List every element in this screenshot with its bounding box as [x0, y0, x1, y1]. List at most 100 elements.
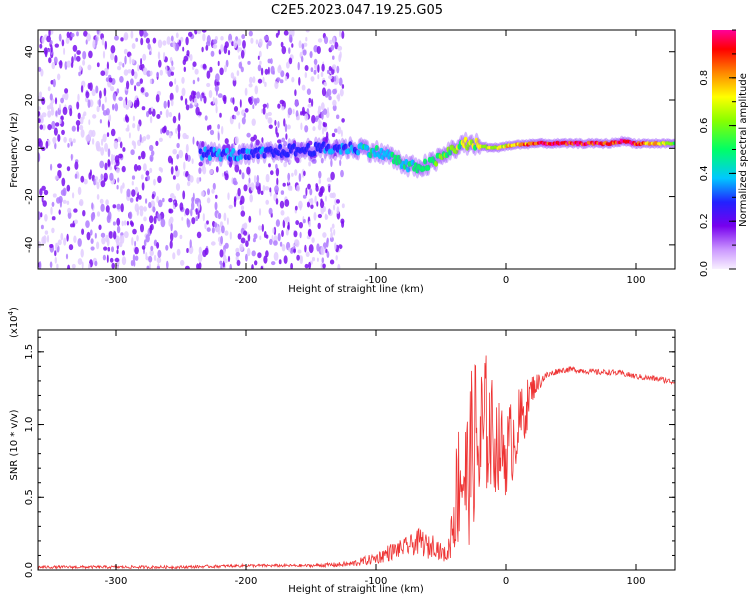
- spectrogram-noise-cell: [316, 46, 321, 54]
- spectrogram-noise-cell: [229, 263, 232, 269]
- spectrogram-noise-cell: [323, 36, 329, 45]
- spectrogram-noise-cell: [41, 97, 46, 105]
- spectrogram-noise-cell: [92, 114, 97, 119]
- spectrogram-noise-cell: [305, 36, 308, 42]
- spectrogram-noise-cell: [291, 30, 295, 37]
- spectrogram-noise-cell: [259, 235, 262, 241]
- spectrogram-noise-cell: [100, 173, 104, 180]
- spectrogram-noise-cell: [123, 69, 129, 76]
- spectrogram-noise-cell: [294, 89, 297, 97]
- spectrogram-noise-cell: [212, 39, 218, 45]
- spectrogram-noise-cell: [297, 61, 300, 71]
- spectrogram-noise-cell: [288, 159, 292, 164]
- spectrogram-noise-cell: [268, 163, 271, 168]
- spectrogram-noise-cell: [149, 78, 152, 84]
- spectrogram-noise-cell: [105, 77, 110, 82]
- spectrogram-noise-cell: [160, 167, 164, 173]
- spectrogram-noise-cell: [85, 91, 90, 99]
- spectrogram-noise-cell: [121, 165, 126, 173]
- spectrogram-noise-cell: [276, 77, 281, 82]
- spectrogram-noise-cell: [165, 129, 170, 136]
- spectrogram-noise-cell: [85, 135, 91, 142]
- spectrogram-noise-cell: [305, 30, 310, 33]
- snr-scale-prefix: (x10: [9, 315, 20, 338]
- spectrogram-noise-cell: [198, 246, 202, 255]
- spectrogram-noise-cell: [195, 197, 200, 203]
- spectrogram-ridge-cell: [201, 151, 206, 158]
- spectrogram-noise-cell: [40, 212, 43, 218]
- spectrogram-noise-cell: [292, 108, 295, 115]
- spectrogram-ridge-cell: [262, 152, 267, 159]
- spectrogram-noise-cell: [121, 220, 124, 227]
- spectrogram-noise-cell: [311, 159, 317, 164]
- spectrogram-noise-cell: [325, 195, 327, 202]
- spectrogram-ridge-cell: [379, 147, 384, 154]
- spectrogram-noise-cell: [133, 164, 138, 172]
- spectrogram-noise-cell: [194, 30, 198, 35]
- spectrogram-y-tick-label: 20: [24, 94, 35, 107]
- spectrogram-noise-cell: [257, 252, 262, 259]
- spectrogram-noise-cell: [283, 161, 288, 168]
- spectrogram-noise-cell: [308, 97, 312, 104]
- spectrogram-noise-cell: [71, 263, 76, 269]
- spectrogram-noise-cell: [279, 79, 284, 84]
- spectrogram-noise-cell: [109, 257, 114, 263]
- spectrogram-noise-cell: [87, 99, 91, 109]
- spectrogram-noise-cell: [72, 138, 76, 144]
- spectrogram-noise-cell: [240, 237, 246, 244]
- spectrogram-noise-cell: [38, 153, 41, 162]
- spectrogram-noise-cell: [263, 255, 268, 264]
- spectrogram-noise-cell: [157, 175, 162, 184]
- spectrogram-noise-cell: [334, 242, 337, 250]
- spectrogram-noise-cell: [336, 65, 340, 74]
- spectrogram-noise-cell: [63, 47, 66, 56]
- spectrogram-noise-cell: [172, 175, 176, 180]
- spectrogram-noise-cell: [277, 103, 281, 109]
- spectrogram-noise-cell: [265, 173, 270, 183]
- spectrogram-noise-cell: [196, 263, 200, 269]
- spectrogram-noise-cell: [43, 47, 48, 55]
- spectrogram-noise-cell: [244, 87, 248, 96]
- spectrogram-noise-cell: [76, 55, 81, 62]
- spectrogram-noise-cell: [175, 84, 179, 94]
- spectrogram-noise-cell: [62, 187, 67, 197]
- spectrogram-noise-cell: [41, 185, 46, 191]
- spectrogram-noise-cell: [264, 186, 270, 191]
- spectrogram-noise-cell: [92, 40, 96, 49]
- spectrogram-noise-cell: [41, 36, 45, 44]
- spectrogram-noise-cell: [134, 85, 137, 92]
- spectrogram-noise-cell: [320, 102, 325, 111]
- colorbar-tick-label: 0.0: [699, 261, 710, 277]
- spectrogram-noise-cell: [267, 117, 272, 124]
- spectrogram-noise-cell: [248, 96, 252, 104]
- spectrogram-noise-cell: [185, 104, 190, 111]
- spectrogram-noise-cell: [157, 249, 162, 258]
- spectrogram-noise-cell: [91, 202, 94, 210]
- spectrogram-noise-cell: [303, 219, 306, 224]
- spectrogram-noise-cell: [338, 77, 343, 86]
- spectrogram-noise-cell: [140, 87, 145, 93]
- spectrogram-noise-cell: [39, 124, 44, 130]
- spectrogram-noise-cell: [102, 50, 106, 59]
- spectrogram-noise-cell: [54, 175, 59, 181]
- spectrogram-noise-cell: [113, 161, 116, 166]
- spectrogram-noise-cell: [250, 141, 254, 148]
- spectrogram-noise-cell: [192, 91, 197, 96]
- spectrogram-noise-cell: [57, 239, 62, 246]
- spectrogram-noise-cell: [109, 172, 114, 181]
- spectrogram-noise-cell: [130, 30, 134, 39]
- spectrogram-noise-cell: [298, 40, 302, 49]
- spectrogram-noise-cell: [238, 169, 242, 175]
- spectrogram-ridge-cell: [256, 153, 261, 160]
- spectrogram-noise-cell: [288, 47, 291, 54]
- colorbar-ticks: 0.0 0.2 0.4 0.6 0.8: [699, 29, 736, 277]
- spectrogram-ridge-cell: [276, 150, 281, 156]
- snr-x-tick-label: -100: [365, 576, 388, 587]
- spectrogram-ridge-cell: [474, 137, 479, 144]
- spectrogram-noise-cell: [337, 126, 342, 135]
- spectrogram-noise-cell: [50, 163, 53, 171]
- spectrogram-ridge-cell: [243, 154, 248, 160]
- spectrogram-y-tick-label: 0: [24, 145, 35, 151]
- spectrogram-y-axis-label: Frequency (Hz): [9, 112, 20, 188]
- spectrogram-noise-cell: [81, 261, 84, 269]
